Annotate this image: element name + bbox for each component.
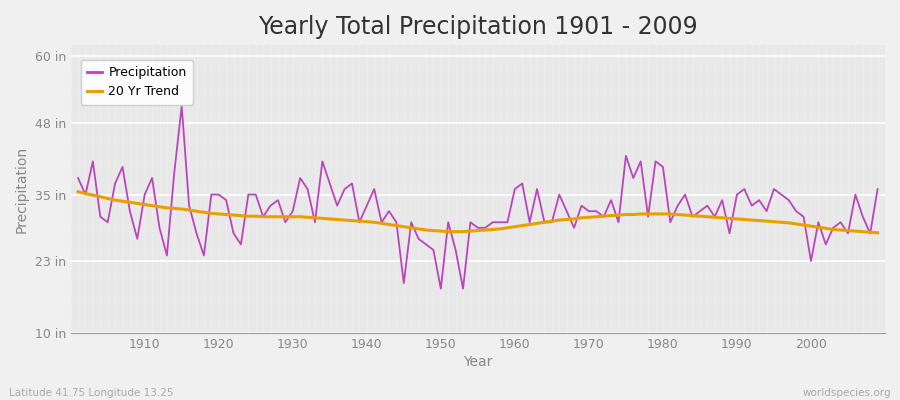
Title: Yearly Total Precipitation 1901 - 2009: Yearly Total Precipitation 1901 - 2009 [258, 15, 698, 39]
X-axis label: Year: Year [464, 355, 492, 369]
Text: Latitude 41.75 Longitude 13.25: Latitude 41.75 Longitude 13.25 [9, 388, 174, 398]
Text: worldspecies.org: worldspecies.org [803, 388, 891, 398]
Legend: Precipitation, 20 Yr Trend: Precipitation, 20 Yr Trend [81, 60, 193, 105]
Y-axis label: Precipitation: Precipitation [15, 146, 29, 233]
